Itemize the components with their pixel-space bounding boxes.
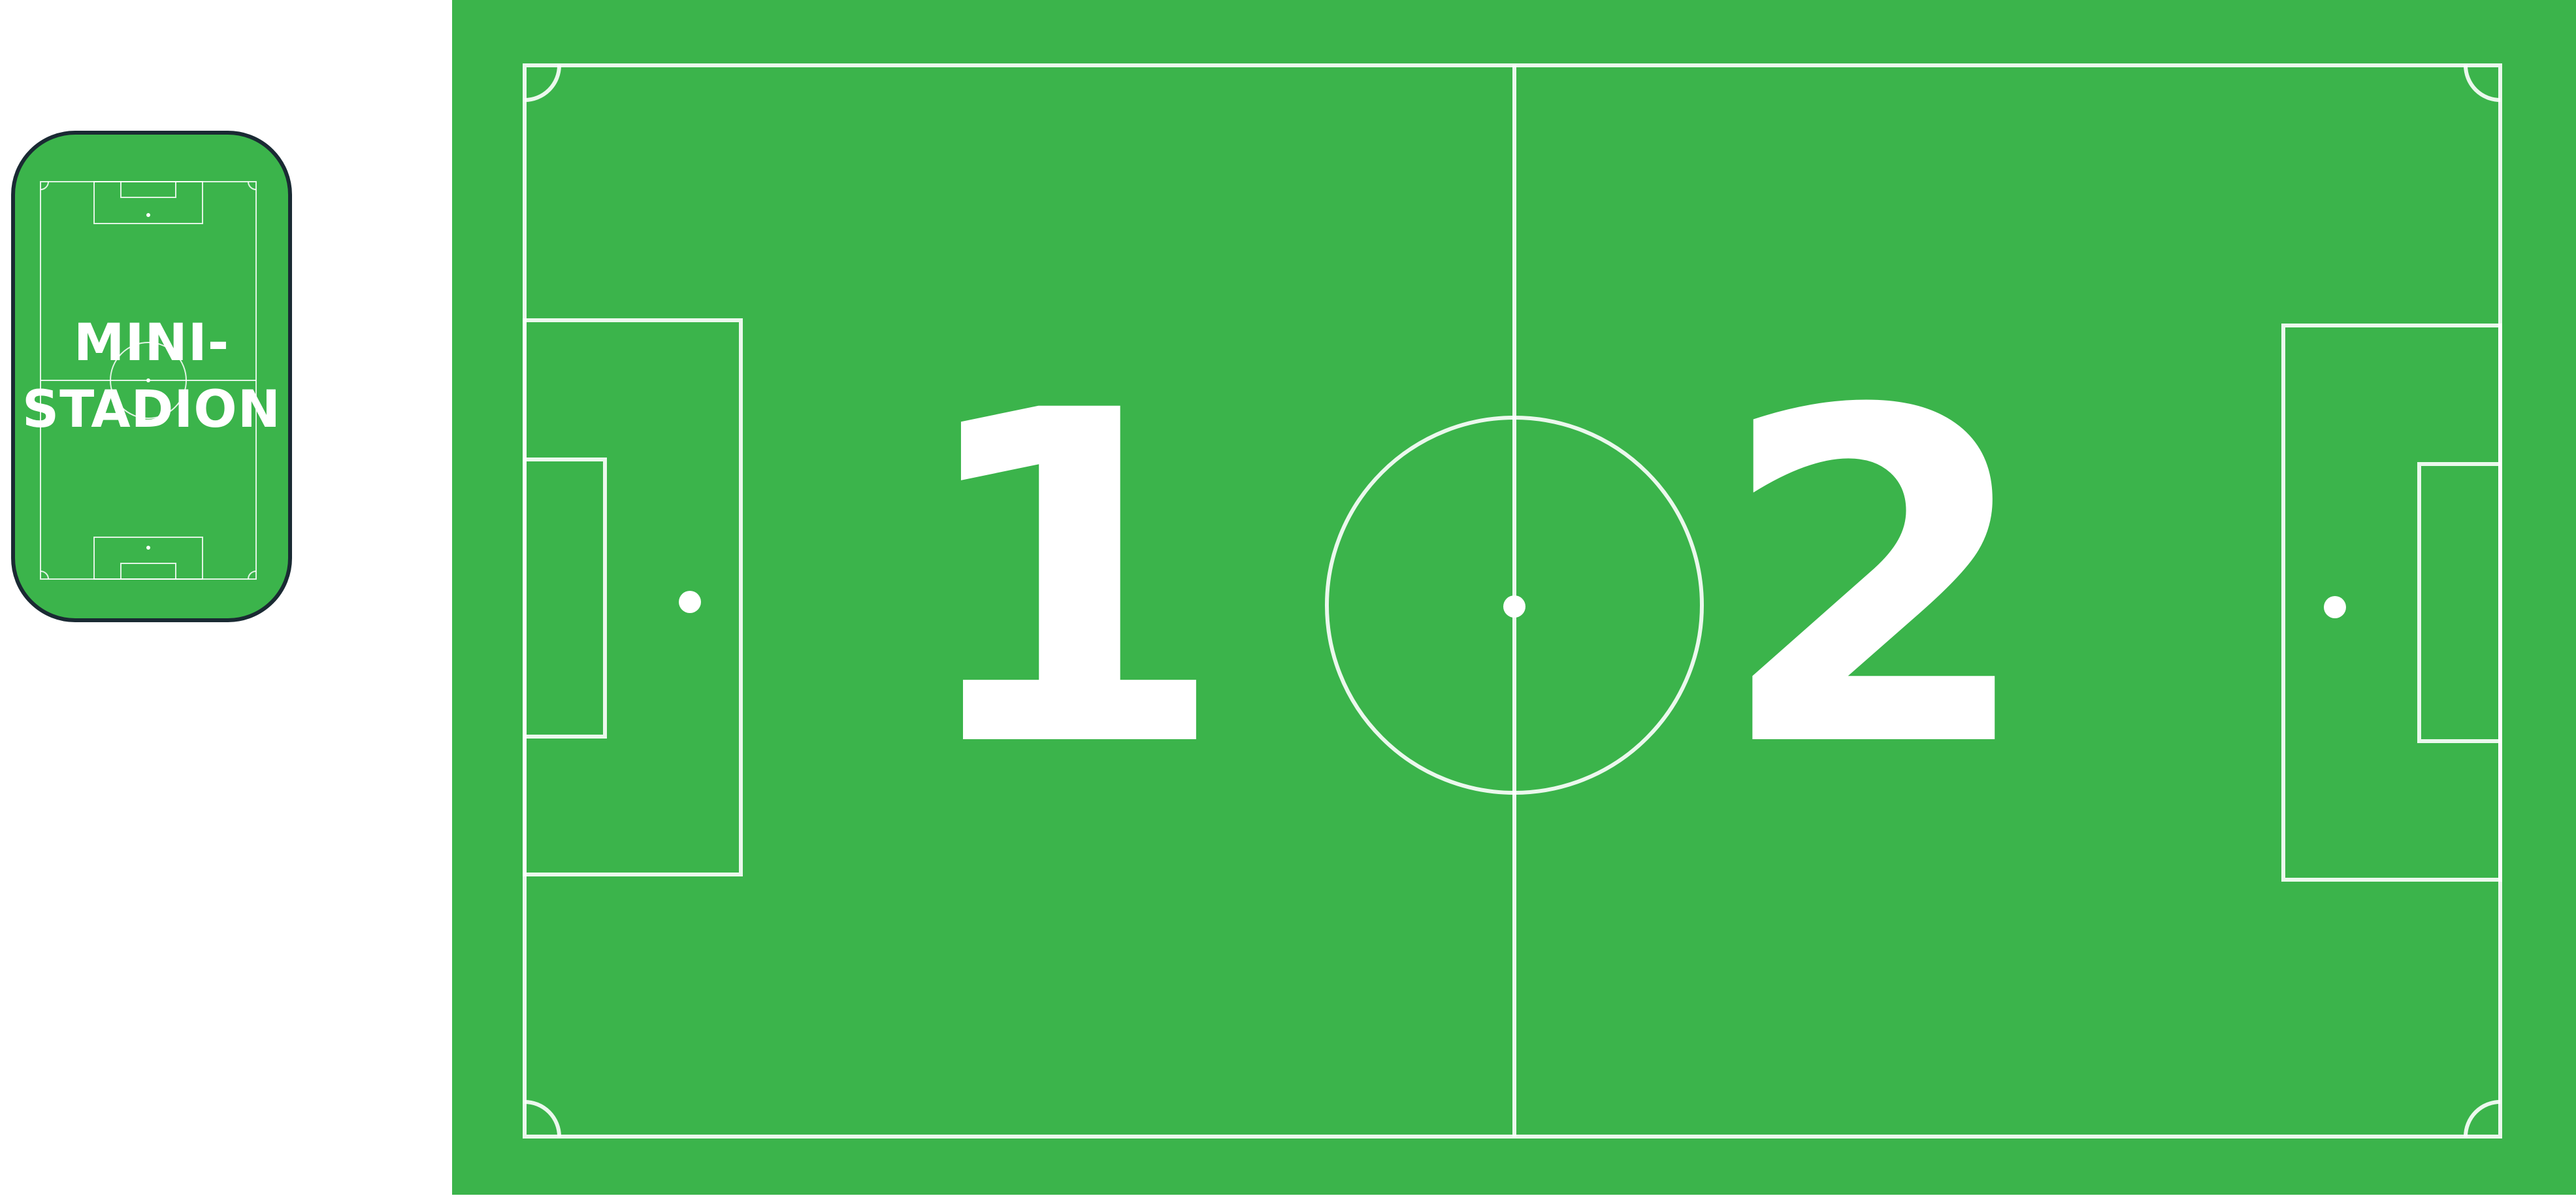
center-circle	[1325, 416, 1704, 795]
right-half-number: 2	[1716, 315, 2034, 848]
mini-bottom-penalty-spot	[146, 546, 150, 550]
mini-center-circle	[110, 342, 187, 419]
left-goal-area	[523, 458, 607, 739]
corner-arc-bottom-right	[2464, 1100, 2501, 1137]
mini-corner-arc	[40, 181, 49, 190]
mini-top-goal-area	[120, 181, 176, 198]
mini-stadium-label-line1: MINI-	[73, 314, 230, 373]
corner-arc-top-right	[2464, 65, 2501, 102]
left-penalty-spot	[679, 591, 701, 613]
mini-bottom-goal-area	[120, 563, 176, 580]
right-goal-area	[2417, 462, 2502, 743]
mini-corner-arc	[40, 571, 49, 580]
mini-stadium-pitch	[11, 131, 292, 622]
corner-arc-bottom-left	[524, 1100, 561, 1137]
right-penalty-spot	[2324, 596, 2346, 618]
mini-corner-arc	[248, 571, 257, 580]
football-pitch: 1 2	[452, 0, 2576, 1195]
mini-stadium-label-line2: STADION	[22, 380, 282, 439]
mini-stadium-card[interactable]: MINI- STADION	[11, 131, 292, 622]
corner-arc-top-left	[524, 65, 561, 102]
mini-top-penalty-spot	[146, 213, 150, 217]
center-spot	[1503, 595, 1525, 618]
mini-center-spot	[146, 378, 150, 382]
pitch-lines	[452, 0, 2576, 1195]
mini-card-background	[11, 131, 292, 622]
left-half-number: 1	[909, 315, 1228, 848]
mini-corner-arc	[248, 181, 257, 190]
